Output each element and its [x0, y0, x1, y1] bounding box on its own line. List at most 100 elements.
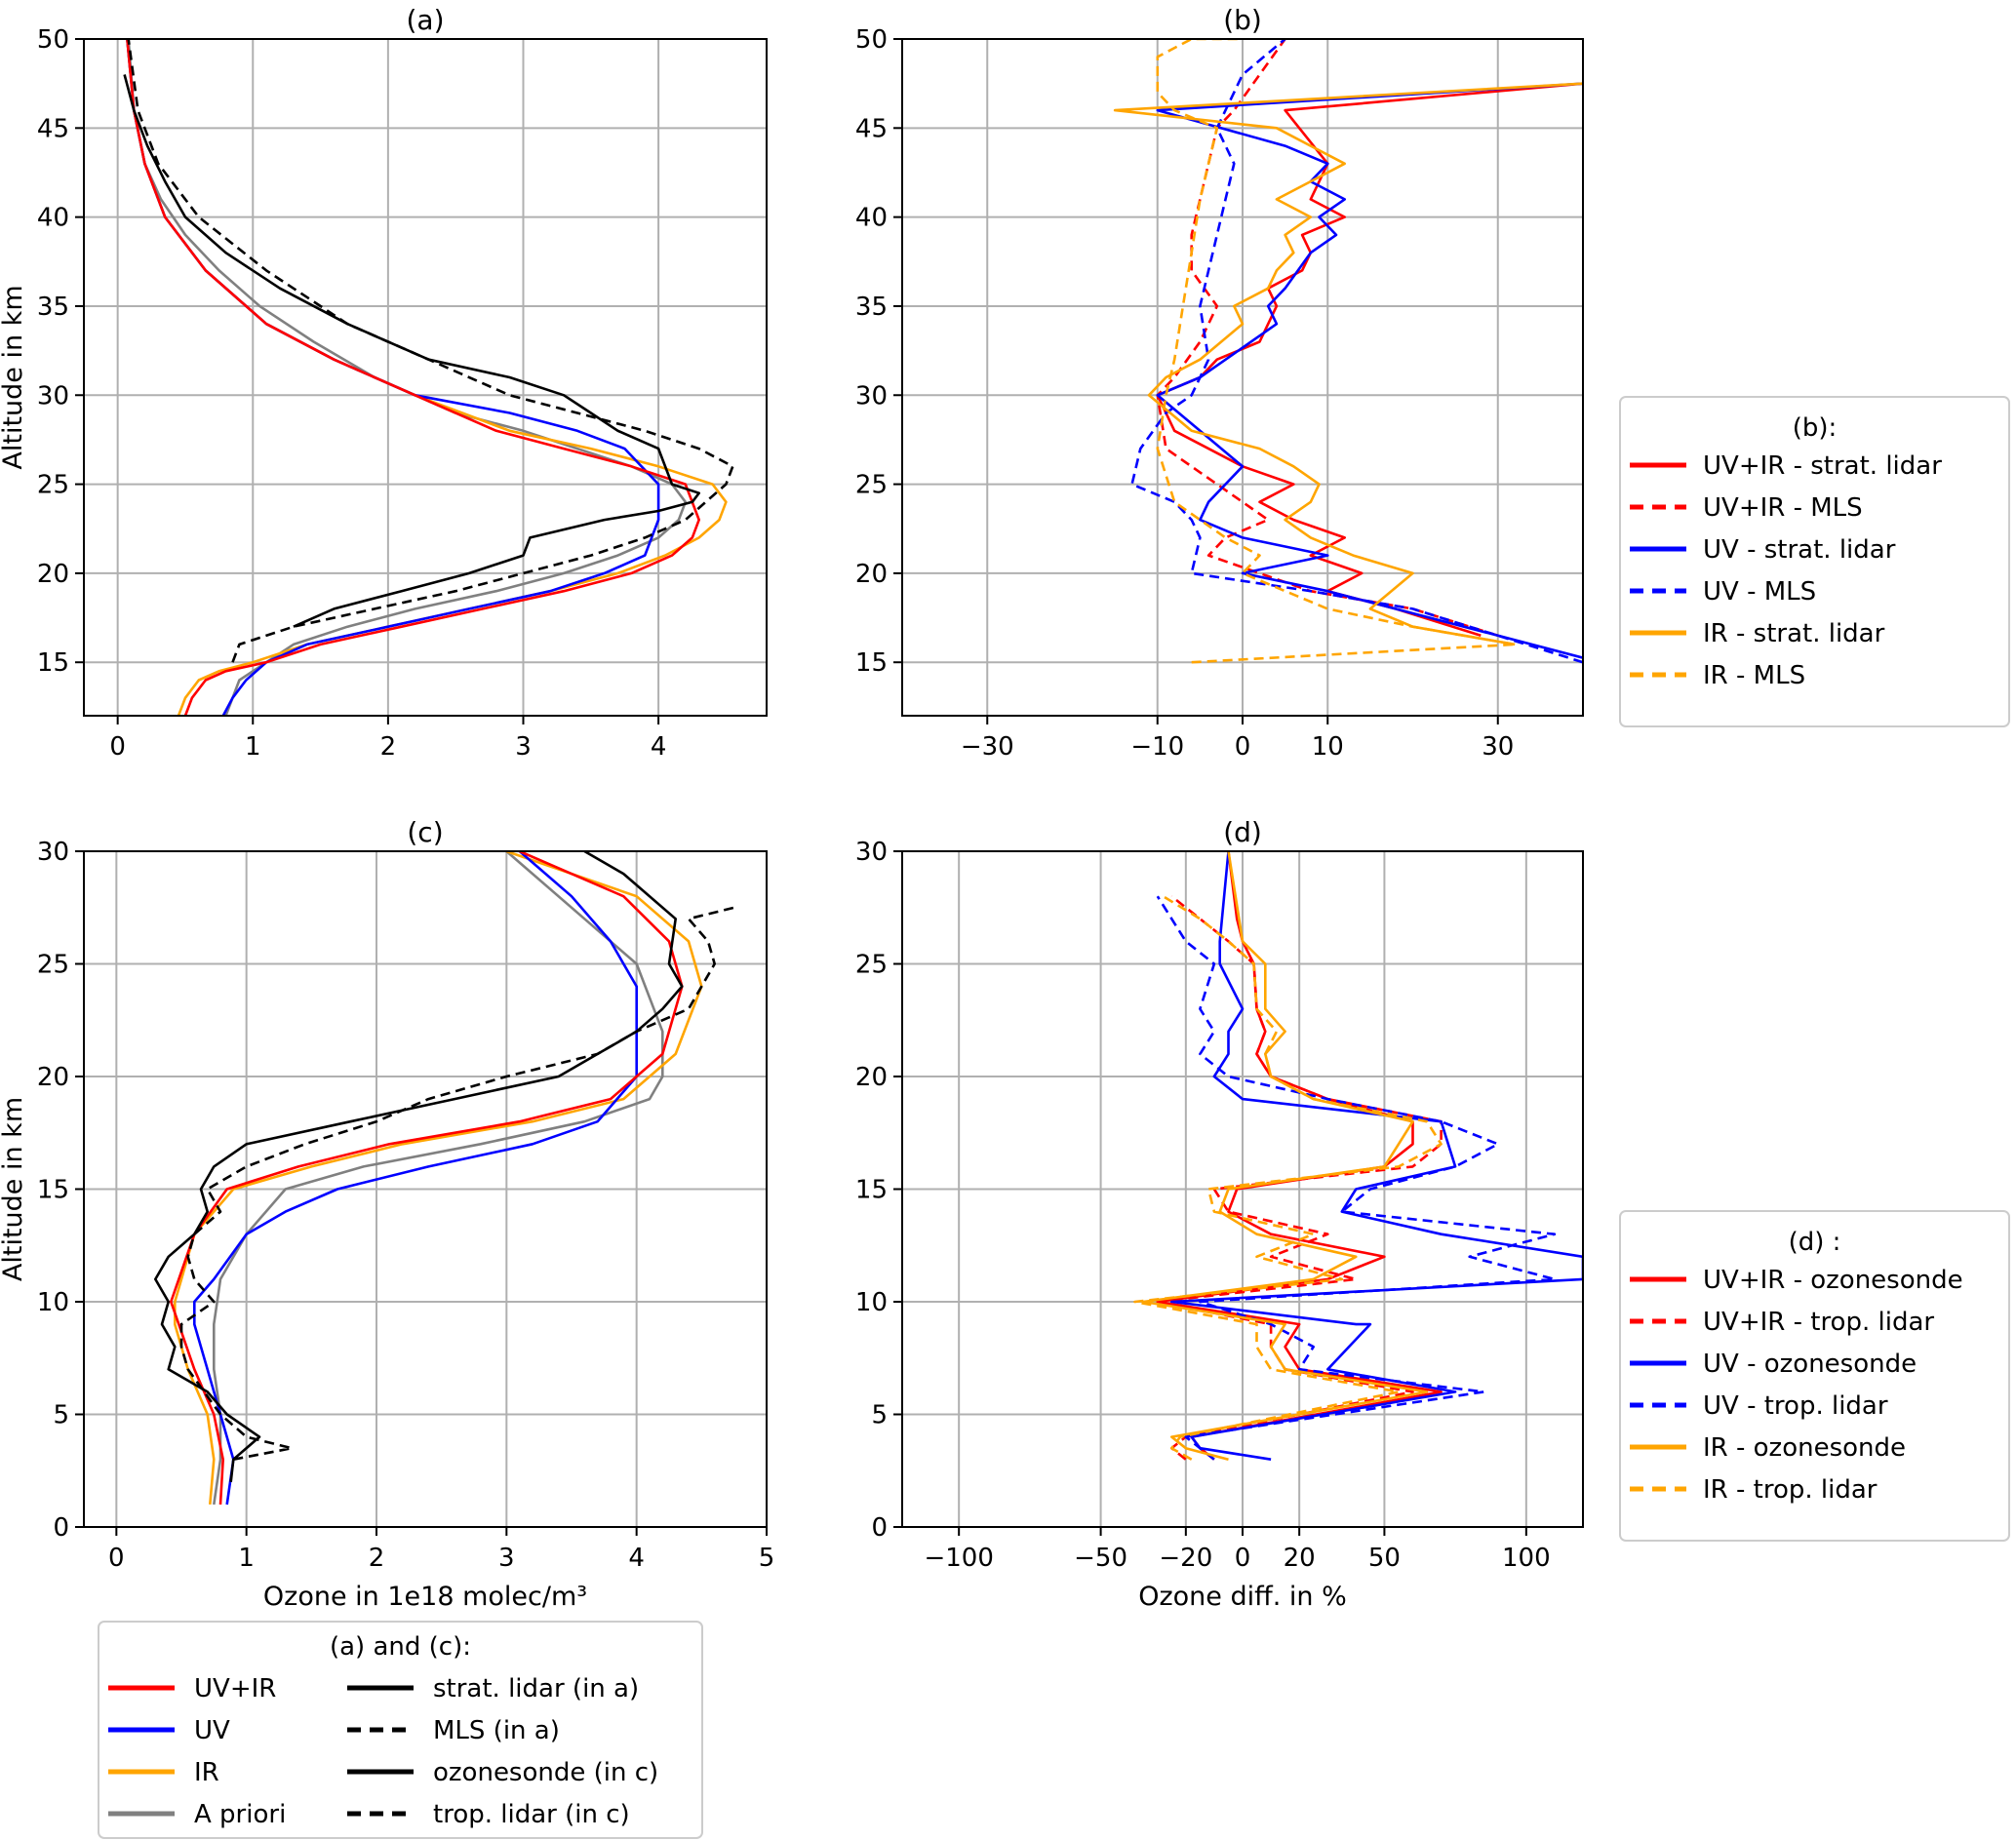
y-tick-label: 25 [37, 471, 69, 500]
panel-title: (c) [407, 816, 443, 848]
y-tick-label: 40 [37, 204, 69, 233]
x-tick-label: 4 [651, 732, 667, 762]
x-tick-label: −100 [924, 1544, 993, 1573]
series-line-ir_mls [1156, 39, 1517, 664]
legend-label: UV+IR - trop. lidar [1703, 1308, 1934, 1337]
x-tick-label: 4 [628, 1544, 645, 1573]
legend-label: UV - MLS [1703, 577, 1816, 607]
legend-label: UV - strat. lidar [1703, 535, 1896, 565]
series-line-ir_trop [1133, 895, 1443, 1461]
x-tick-label: −20 [1159, 1544, 1212, 1573]
x-tick-label: 0 [109, 732, 126, 762]
x-tick-label: 3 [498, 1544, 515, 1573]
legend-label: A priori [194, 1800, 286, 1829]
panel-title: (d) [1223, 816, 1262, 848]
y-tick-label: 35 [37, 293, 69, 322]
x-tick-label: 1 [245, 732, 261, 762]
series-line-ir_strat [1113, 82, 1583, 646]
y-tick-label: 50 [855, 25, 888, 55]
series-line-ir_sonde [1141, 851, 1429, 1461]
y-tick-label: 15 [855, 648, 888, 678]
y-tick-label: 25 [855, 951, 888, 980]
series-line-mls [127, 39, 734, 663]
x-axis-label: Ozone diff. in % [1138, 1582, 1347, 1612]
x-tick-label: 100 [1502, 1544, 1551, 1573]
series-line-uv_ir_strat [1156, 82, 1583, 638]
x-tick-label: −30 [961, 732, 1014, 762]
series-line-apriori [127, 39, 688, 716]
legend-label: IR - strat. lidar [1703, 619, 1885, 648]
x-tick-label: 20 [1284, 1544, 1316, 1573]
y-tick-label: 30 [855, 838, 888, 867]
y-axis-label: Altitude in km [0, 1097, 28, 1281]
series-line-ir [174, 851, 703, 1506]
series-line-uv_mls [1130, 39, 1583, 664]
y-tick-label: 30 [37, 838, 69, 867]
y-tick-label: 5 [53, 1401, 69, 1430]
legend-label: strat. lidar (in a) [433, 1674, 639, 1703]
legend-b: (b): UV+IR - strat. lidar UV+IR - MLS UV - … [1619, 396, 2010, 727]
series-line-ozonesonde [154, 851, 684, 1482]
legend-frame [1619, 1210, 2010, 1542]
panel-a: 0 1 2 3 4 15 20 25 30 35 40 45 50 (a) Altitude in km [0, 4, 768, 762]
panel-a-series [123, 39, 734, 716]
y-tick-label: 20 [37, 560, 69, 589]
legend-label: UV+IR - ozonesonde [1703, 1266, 1963, 1295]
x-tick-label: 0 [1235, 732, 1251, 762]
x-tick-label: 2 [369, 1544, 385, 1573]
panel-a-frame [83, 38, 768, 717]
series-line-ir [126, 39, 728, 716]
legend-label: IR - MLS [1703, 661, 1805, 690]
y-tick-label: 15 [37, 1176, 69, 1205]
series-line-uv_trop [1156, 895, 1557, 1461]
legend-label: IR [194, 1758, 219, 1787]
series-line-uv [193, 851, 639, 1506]
x-tick-label: 5 [759, 1544, 775, 1573]
x-axis-label: Ozone in 1e18 molec/m³ [263, 1582, 587, 1612]
series-line-uv_ir [170, 851, 684, 1505]
legend-frame [1619, 396, 2010, 727]
panel-b: −30 −10 0 10 30 15 20 25 30 35 40 45 50 (b) (b): UV+IR … [855, 4, 2010, 762]
series-line-strat_lidar [123, 74, 701, 628]
legend-label: UV+IR [194, 1674, 276, 1703]
legend-label: trop. lidar (in c) [433, 1800, 630, 1829]
y-tick-label: 45 [37, 114, 69, 143]
y-tick-label: 45 [855, 114, 888, 143]
y-tick-label: 20 [855, 560, 888, 589]
series-line-uv_strat [1156, 82, 1583, 659]
legend-label: UV+IR - strat. lidar [1703, 451, 1942, 481]
x-tick-label: 30 [1482, 732, 1514, 762]
x-tick-label: 0 [1235, 1544, 1251, 1573]
y-tick-label: 15 [855, 1176, 888, 1205]
y-tick-label: 15 [37, 648, 69, 678]
legend-label: MLS (in a) [433, 1716, 560, 1745]
panel-c-series [154, 851, 735, 1506]
y-tick-label: 5 [871, 1401, 888, 1430]
y-tick-label: 10 [855, 1288, 888, 1317]
legend-ac: (a) and (c): UV+IR strat. lidar (in a) UV ML… [98, 1621, 703, 1839]
panel-title: (a) [406, 4, 444, 36]
series-line-apriori [213, 851, 664, 1506]
series-line-uv_sonde [1170, 851, 1583, 1461]
x-tick-label: 0 [108, 1544, 125, 1573]
x-tick-label: 2 [380, 732, 397, 762]
y-tick-label: 25 [37, 951, 69, 980]
panel-title: (b) [1223, 4, 1262, 36]
x-tick-label: 3 [515, 732, 532, 762]
legend-label: UV - trop. lidar [1703, 1391, 1888, 1421]
legend-title: (d) : [1789, 1228, 1841, 1257]
series-line-uv_ir_mls [1156, 39, 1499, 638]
y-axis-label: Altitude in km [0, 285, 28, 469]
x-tick-label: 1 [238, 1544, 255, 1573]
y-tick-label: 20 [855, 1063, 888, 1092]
panel-d: −100 −50 −20 0 20 50 100 0 5 10 15 20 25 30 (d) Ozone d… [855, 816, 2010, 1612]
legend-label: UV [194, 1716, 230, 1745]
y-tick-label: 30 [855, 381, 888, 411]
legend-label: IR - ozonesonde [1703, 1433, 1906, 1463]
legend-label: UV+IR - MLS [1703, 493, 1863, 523]
y-tick-label: 10 [37, 1288, 69, 1317]
y-tick-label: 25 [855, 471, 888, 500]
panel-c: 0 1 2 3 4 5 0 5 10 15 20 25 30 (c) Ozone in 1e18 molec… [0, 816, 774, 1612]
legend-label: ozonesonde (in c) [433, 1758, 658, 1787]
